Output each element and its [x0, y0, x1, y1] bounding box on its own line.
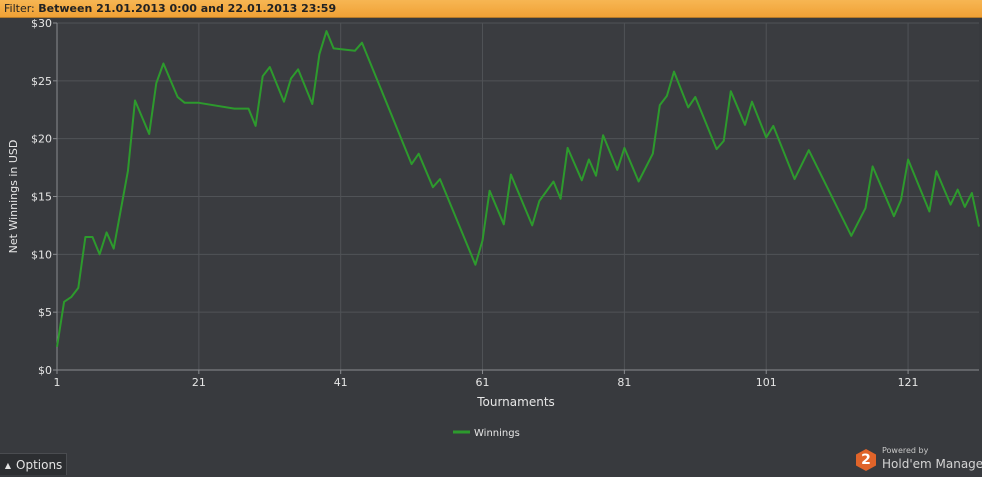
- x-tick-label: 121: [898, 376, 919, 389]
- y-axis-label: Net Winnings in USD: [7, 140, 20, 254]
- y-tick-label: $5: [38, 306, 52, 319]
- options-button[interactable]: ▲ Options: [0, 453, 67, 475]
- y-tick-label: $20: [31, 133, 52, 146]
- x-tick-label: 21: [192, 376, 206, 389]
- legend: Winnings: [453, 428, 520, 439]
- x-tick-label: 1: [54, 376, 61, 389]
- y-tick-label: $15: [31, 191, 52, 204]
- x-axis-label: Tournaments: [476, 395, 555, 409]
- brand-logo: 2 Powered by Hold'em Manager: [856, 445, 982, 475]
- x-tick-label: 101: [756, 376, 777, 389]
- chevron-up-icon: ▲: [4, 461, 12, 470]
- y-tick-label: $0: [38, 364, 52, 377]
- x-tick-label: 41: [334, 376, 348, 389]
- winnings-chart: $0$5$10$15$20$25$301 21 41 61 81 101 121Tourna…: [7, 18, 980, 439]
- y-tick-label: $25: [31, 75, 52, 88]
- y-tick-label: $10: [31, 248, 52, 261]
- series-line-winnings: [56, 30, 980, 348]
- holdem-manager-logo-icon: 2: [856, 449, 876, 471]
- brand-name: Hold'em Manager: [882, 457, 982, 471]
- legend-label: Winnings: [474, 428, 520, 439]
- filter-value: Between 21.01.2013 0:00 and 22.01.2013 2…: [38, 2, 337, 15]
- x-tick-label: 61: [476, 376, 490, 389]
- filter-label: Filter:: [4, 2, 35, 15]
- powered-by-text: Powered by: [882, 446, 929, 455]
- x-tick-label: 81: [617, 376, 631, 389]
- options-label: Options: [16, 458, 63, 472]
- y-tick-label: $30: [31, 18, 52, 30]
- filter-bar: Filter: Between 21.01.2013 0:00 and 22.0…: [0, 0, 982, 18]
